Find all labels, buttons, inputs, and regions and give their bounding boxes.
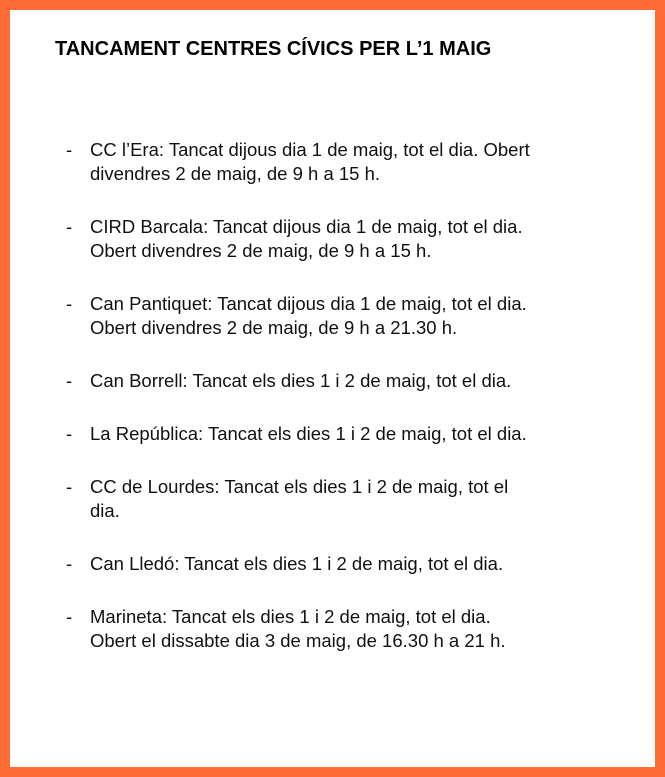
- item-text-line: CC l’Era: Tancat dijous dia 1 de maig, t…: [90, 139, 530, 160]
- item-text-line: Marineta: Tancat els dies 1 i 2 de maig,…: [90, 606, 491, 627]
- list-item: - La República: Tancat els dies 1 i 2 de …: [10, 422, 530, 446]
- list-item: - Can Borrell: Tancat els dies 1 i 2 de m…: [10, 369, 530, 393]
- notice-page: TANCAMENT CENTRES CÍVICS PER L’1 MAIG -C…: [10, 10, 655, 767]
- bullet-dash: -: [66, 553, 73, 574]
- list-item: - CC l’Era: Tancat dijous dia 1 de maig, …: [10, 138, 530, 186]
- list-item: - CIRD Barcala: Tancat dijous dia 1 de ma…: [10, 215, 530, 263]
- item-text-line: Can Pantiquet: Tancat dijous dia 1 de ma…: [90, 293, 527, 314]
- bullet-dash: -: [66, 476, 73, 497]
- page-title: TANCAMENT CENTRES CÍVICS PER L’1 MAIG: [55, 38, 492, 60]
- list-item: - Can Lledó: Tancat els dies 1 i 2 de mai…: [10, 552, 530, 576]
- item-text-line: La República: Tancat els dies 1 i 2 de m…: [90, 423, 527, 444]
- item-text-line: dia.: [90, 500, 120, 521]
- item-text-line: CC de Lourdes: Tancat els dies 1 i 2 de …: [90, 476, 509, 497]
- item-text-line: Can Lledó: Tancat els dies 1 i 2 de maig…: [90, 553, 504, 574]
- bullet-dash: -: [66, 370, 73, 391]
- bullet-dash: -: [66, 293, 73, 314]
- list-item: - Marineta: Tancat els dies 1 i 2 de maig…: [10, 605, 530, 653]
- closures-list: - CC l’Era: Tancat dijous dia 1 de maig, …: [10, 138, 530, 682]
- bullet-dash: -: [66, 606, 73, 627]
- item-text-line: Obert divendres 2 de maig, de 9 h a 21.3…: [90, 317, 458, 338]
- item-text-line: divendres 2 de maig, de 9 h a 15 h.: [90, 163, 381, 184]
- bullet-dash: -: [66, 139, 73, 160]
- bullet-dash: -: [66, 216, 73, 237]
- item-text-line: Can Borrell: Tancat els dies 1 i 2 de ma…: [90, 370, 512, 391]
- item-text-line: CIRD Barcala: Tancat dijous dia 1 de mai…: [90, 216, 523, 237]
- item-text-line: Obert el dissabte dia 3 de maig, de 16.3…: [90, 630, 506, 651]
- list-item: - CC de Lourdes: Tancat els dies 1 i 2 de…: [10, 475, 530, 523]
- item-text-line: Obert divendres 2 de maig, de 9 h a 15 h…: [90, 240, 432, 261]
- list-item: - Can Pantiquet: Tancat dijous dia 1 de m…: [10, 292, 530, 340]
- bullet-dash: -: [66, 423, 73, 444]
